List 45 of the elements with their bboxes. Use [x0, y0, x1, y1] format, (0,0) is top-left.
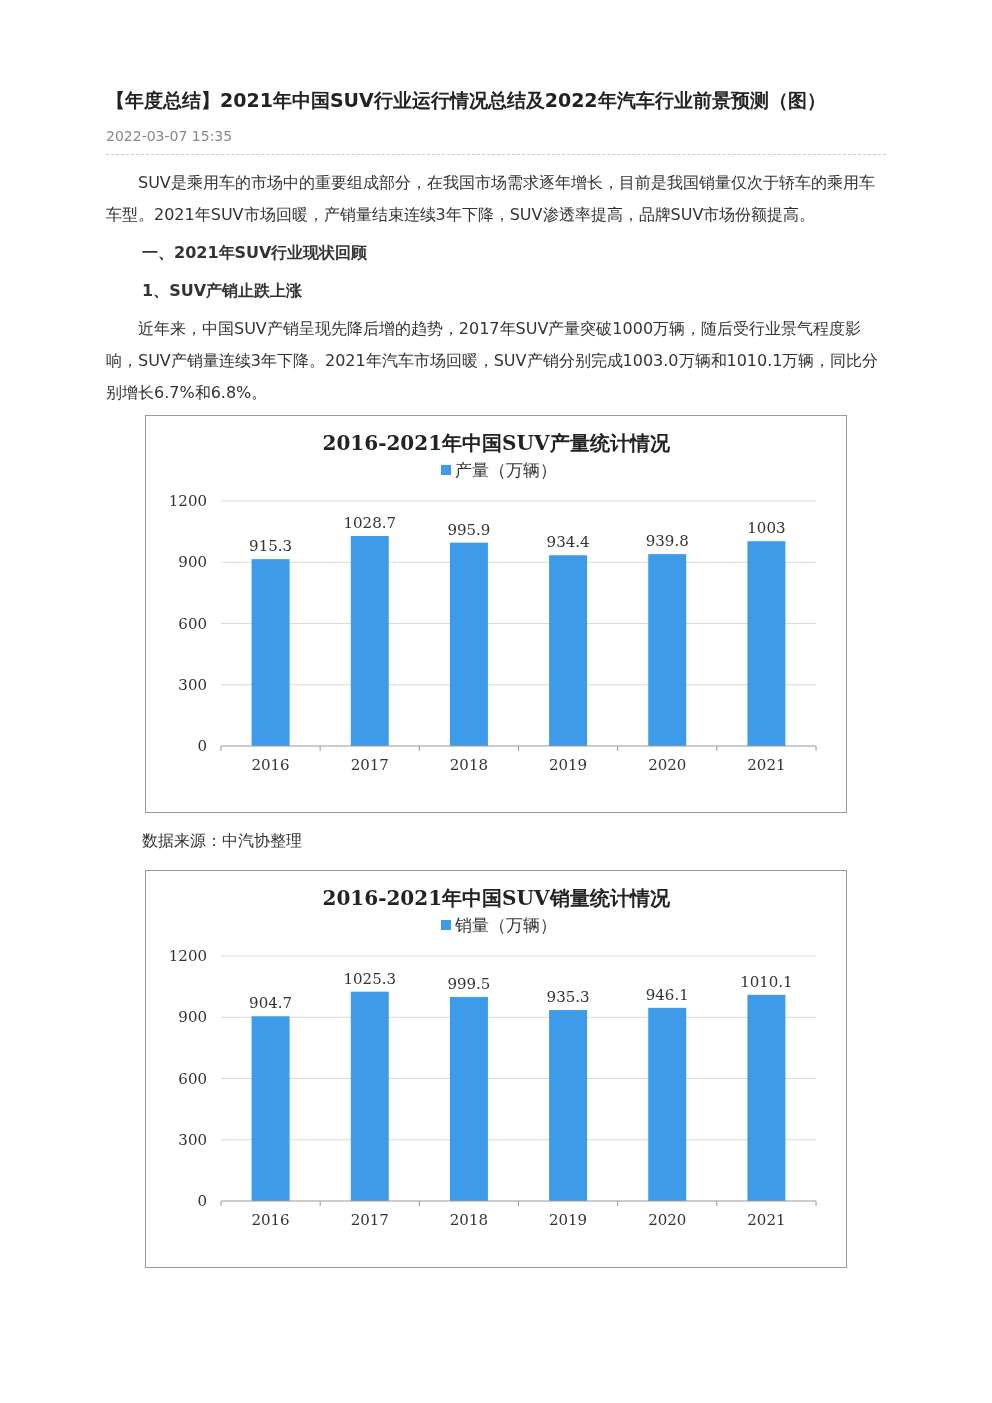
x-tick-label: 2017	[350, 756, 389, 774]
y-tick-label: 300	[178, 675, 207, 694]
x-tick-label: 2020	[648, 1211, 687, 1229]
legend-label: 销量（万辆）	[454, 915, 557, 935]
x-tick-label: 2021	[747, 756, 786, 774]
data-label: 1003	[747, 519, 786, 538]
data-label: 1028.7	[343, 513, 396, 532]
text: SUV是乘用车的市场中的重要组成部分，在我国市场需求逐年增长，目前是我国销量仅次于轿车的乘用车车型。2021年SUV市场回暖，产销量结束连续3年下降，SUV渗透率提高，品牌SUV市场份额提高。	[106, 172, 876, 226]
x-tick-label: 2016	[251, 756, 290, 774]
text: 【年度总结】2021年中国SUV行业运行情况总结及2022年汽车行业前景预测（图）	[106, 88, 827, 113]
y-tick-label: 900	[178, 1008, 207, 1027]
chart-title: 2016-2021年中国SUV产量统计情况	[322, 431, 671, 455]
y-tick-label: 600	[178, 1069, 207, 1088]
y-tick-label: 0	[197, 737, 207, 755]
data-label: 935.3	[546, 988, 590, 1007]
x-tick-label: 2019	[548, 1211, 588, 1229]
x-tick-label: 2020	[648, 756, 687, 774]
text: 1、SUV产销止跌上涨	[142, 280, 304, 302]
y-tick-label: 1200	[168, 492, 207, 510]
x-tick-label: 2016	[251, 1211, 290, 1229]
data-label: 1025.3	[343, 969, 396, 988]
y-tick-label: 300	[178, 1130, 207, 1149]
y-tick-label: 600	[178, 614, 207, 633]
x-tick-label: 2018	[449, 756, 489, 774]
data-label: 904.7	[249, 994, 293, 1013]
legend-label: 产量（万辆）	[455, 460, 557, 480]
chart-title: 2016-2021年中国SUV销量统计情况	[322, 886, 671, 910]
data-label: 946.1	[645, 985, 689, 1004]
data-label: 934.4	[546, 533, 590, 552]
text: 一、2021年SUV行业现状回顾	[142, 242, 369, 264]
y-tick-label: 900	[178, 553, 207, 572]
source-note: 数据来源：中汽协整理	[142, 831, 303, 852]
x-tick-label: 2018	[449, 1211, 489, 1229]
text: 2022-03-07 15:35	[106, 128, 886, 155]
text: 近年来，中国SUV产销呈现先降后增的趋势，2017年SUV产量突破1000万辆，随后受行业景气程度影响，SUV产销量连续3年下降。2021年汽车市场回暖，SUV产销分别完成1003.0万辆和1010.1万辆，同比分别增长6.7%和6.8%。	[106, 318, 880, 404]
data-label: 1010.1	[740, 972, 793, 991]
x-tick-label: 2019	[548, 756, 588, 774]
x-tick-label: 2017	[350, 1211, 389, 1229]
data-label: 915.3	[249, 537, 293, 556]
x-tick-label: 2021	[747, 1211, 786, 1229]
y-tick-label: 0	[197, 1192, 207, 1210]
data-label: 999.5	[447, 974, 491, 993]
data-label: 939.8	[645, 532, 689, 551]
y-tick-label: 1200	[168, 947, 207, 965]
data-label: 995.9	[447, 520, 491, 539]
